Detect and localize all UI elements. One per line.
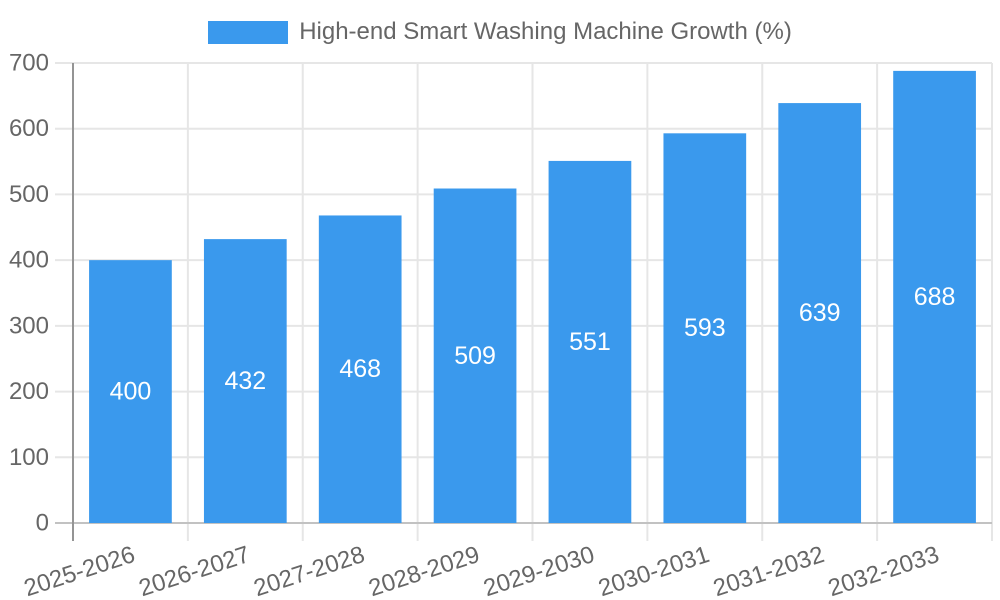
bar-value-label: 509: [454, 342, 496, 370]
x-axis-tick-label: 2025-2026: [21, 541, 139, 600]
bar-value-label: 639: [799, 299, 841, 327]
bar[interactable]: [893, 70, 976, 523]
y-axis-tick-label: 0: [36, 510, 49, 537]
x-axis-tick-label: 2029-2030: [480, 541, 598, 600]
bar[interactable]: [318, 215, 402, 523]
bar[interactable]: [663, 133, 747, 524]
bar-value-label: 688: [914, 283, 956, 311]
bar[interactable]: [89, 260, 172, 523]
x-axis-tick-label: 2028-2029: [365, 541, 483, 600]
bar-value-label: 432: [224, 367, 266, 395]
bar-value-label: 551: [569, 328, 611, 356]
y-axis-tick-label: 600: [9, 115, 49, 142]
legend-label: High-end Smart Washing Machine Growth (%…: [299, 18, 792, 45]
x-axis-tick-label: 2030-2031: [595, 541, 713, 600]
legend-swatch-icon: [208, 20, 289, 44]
x-axis-tick-label: 2027-2028: [251, 541, 369, 600]
y-axis-tick-label: 700: [9, 50, 49, 77]
legend-item[interactable]: High-end Smart Washing Machine Growth (%…: [0, 19, 1000, 45]
y-axis-tick-label: 400: [9, 247, 49, 274]
x-axis-tick-label: 2031-2032: [710, 541, 828, 600]
y-axis-tick-label: 100: [9, 444, 49, 471]
bar-value-label: 400: [110, 378, 152, 406]
y-axis-tick-label: 200: [9, 378, 49, 405]
bar-value-label: 468: [339, 355, 381, 383]
bar[interactable]: [778, 103, 862, 523]
bar[interactable]: [433, 188, 517, 523]
y-axis-tick-label: 500: [9, 181, 49, 208]
bar-value-label: 593: [684, 314, 726, 342]
bar[interactable]: [203, 239, 287, 523]
bar[interactable]: [548, 160, 632, 523]
x-axis-tick-label: 2032-2033: [825, 541, 943, 600]
x-axis-tick-label: 2026-2027: [136, 541, 254, 600]
y-axis-tick-label: 300: [9, 312, 49, 339]
